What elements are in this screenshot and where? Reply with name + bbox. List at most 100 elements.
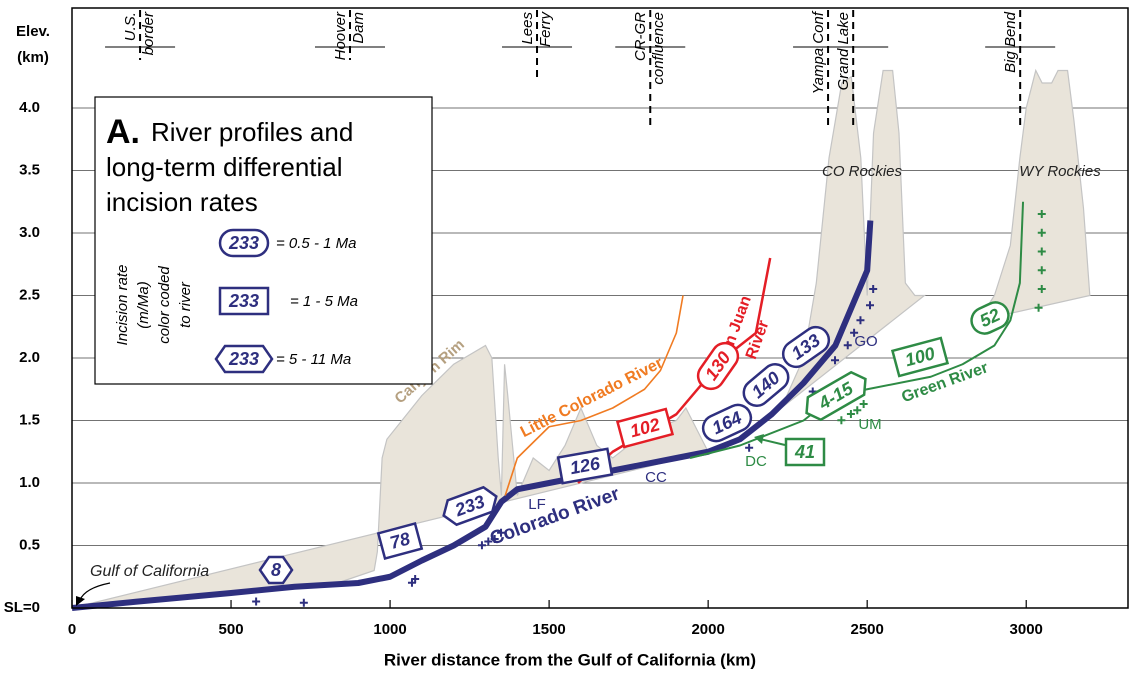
sample-cross bbox=[299, 598, 308, 607]
y-tick-label: 2.5 bbox=[19, 286, 40, 303]
sample-cross bbox=[831, 356, 840, 365]
sample-cross bbox=[484, 537, 493, 546]
rate-label: 100 bbox=[890, 336, 950, 378]
rate-badge bbox=[376, 521, 424, 561]
landmark-label: Dam bbox=[350, 12, 367, 44]
legend-side-text: (m/Ma) bbox=[135, 281, 152, 329]
rate-badge bbox=[781, 325, 831, 369]
y-tick-label: 1.5 bbox=[19, 411, 40, 428]
rate-arrow bbox=[759, 438, 786, 446]
legend-badge-text: 233 bbox=[228, 233, 259, 253]
river-profile bbox=[504, 295, 684, 496]
landmark-label: Lees bbox=[519, 12, 536, 45]
sample-cross bbox=[1037, 210, 1046, 218]
point-label: UM bbox=[858, 416, 881, 433]
x-tick-label: 2000 bbox=[691, 621, 724, 638]
x-tick-label: 1000 bbox=[373, 621, 406, 638]
legend-side-text: Incision rate bbox=[114, 265, 131, 346]
rate-badge bbox=[701, 403, 753, 443]
legend-badge-text: 233 bbox=[228, 349, 259, 369]
sample-cross bbox=[1037, 247, 1046, 256]
legend-item-label: = 5 - 11 Ma bbox=[276, 351, 351, 368]
rate-badge bbox=[615, 407, 675, 449]
y-tick-label: 1.0 bbox=[19, 474, 40, 491]
gulf-arrowhead bbox=[76, 596, 85, 606]
sample-cross bbox=[869, 285, 878, 293]
x-tick-label: 1500 bbox=[532, 621, 565, 638]
rate-badge bbox=[258, 555, 294, 585]
rate-label: 41 bbox=[784, 437, 826, 467]
rate-label: 126 bbox=[556, 447, 614, 485]
rate-label: 102 bbox=[615, 407, 675, 449]
rate-badge bbox=[742, 363, 790, 407]
sample-cross bbox=[411, 575, 420, 583]
y-tick-label: 3.0 bbox=[19, 224, 40, 241]
landmark-label: Hoover bbox=[332, 11, 349, 60]
rate-label: 52 bbox=[970, 301, 1010, 335]
x-tick-label: 2500 bbox=[850, 621, 883, 638]
topography-area bbox=[780, 69, 927, 409]
rate-badge bbox=[970, 301, 1010, 335]
landmark-label: CR-GR bbox=[632, 12, 649, 61]
river-profile bbox=[689, 201, 1025, 459]
sample-cross bbox=[850, 328, 859, 337]
x-axis-label: River distance from the Gulf of Californ… bbox=[384, 650, 756, 669]
rate-label: 233 bbox=[442, 485, 498, 527]
sample-cross bbox=[1037, 228, 1046, 237]
sample-cross bbox=[866, 301, 874, 310]
y-tick-label: 2.0 bbox=[19, 349, 40, 366]
legend-panel-letter: A. bbox=[106, 113, 140, 151]
sample-cross bbox=[490, 535, 499, 543]
landmark-label: Ferry bbox=[537, 11, 554, 47]
legend-side-text: to river bbox=[177, 281, 194, 328]
sample-cross bbox=[1037, 266, 1046, 275]
river-profile bbox=[71, 220, 874, 611]
legend-title: River profiles and bbox=[151, 117, 353, 147]
landmark-label: confluence bbox=[650, 12, 667, 85]
rate-badge bbox=[805, 370, 867, 422]
sample-cross bbox=[497, 528, 506, 537]
y-tick-label: SL=0 bbox=[4, 599, 40, 616]
rate-badge bbox=[218, 228, 270, 258]
sample-cross bbox=[843, 341, 852, 350]
rate-badge bbox=[442, 485, 498, 527]
rate-badge bbox=[784, 437, 826, 467]
rate-label: 78 bbox=[376, 521, 424, 561]
sample-cross bbox=[846, 410, 855, 418]
sample-cross bbox=[1037, 285, 1046, 293]
sample-cross bbox=[859, 400, 868, 408]
landmark-label: Big Bend bbox=[1002, 11, 1019, 73]
rate-badge bbox=[556, 447, 614, 485]
y-tick-label: 4.0 bbox=[19, 99, 40, 116]
rate-text: 41 bbox=[794, 442, 815, 462]
y-tick-label: 0.5 bbox=[19, 536, 40, 553]
topography-area bbox=[977, 68, 1091, 322]
landmark-label: Yampa Conf bbox=[810, 10, 827, 94]
legend-title: incision rates bbox=[106, 187, 258, 217]
topography-label: WY Rockies bbox=[1019, 163, 1101, 180]
y-tick-label: 3.5 bbox=[19, 161, 40, 178]
rate-badge bbox=[214, 344, 274, 374]
sample-cross bbox=[853, 406, 862, 415]
point-label: Gulf of California bbox=[90, 563, 209, 580]
sample-cross bbox=[837, 416, 846, 425]
topography-label: CO Rockies bbox=[822, 163, 903, 180]
rate-badge bbox=[696, 341, 740, 391]
landmark-label: Grand Lake bbox=[835, 12, 852, 90]
rate-arrowhead bbox=[754, 434, 764, 444]
x-tick-label: 500 bbox=[219, 621, 244, 638]
point-label: GO bbox=[854, 333, 877, 350]
rate-label: 8 bbox=[258, 555, 294, 585]
sample-cross bbox=[1034, 303, 1043, 312]
point-label: DC bbox=[745, 453, 767, 470]
landmark-label: border bbox=[140, 11, 157, 55]
sample-cross bbox=[856, 316, 865, 325]
sample-cross bbox=[745, 443, 754, 452]
legend-badge-text: 233 bbox=[228, 291, 259, 311]
point-label: CC bbox=[645, 469, 667, 486]
legend-side-text: color coded bbox=[156, 266, 173, 344]
plot-frame bbox=[71, 7, 1129, 609]
legend-title: long-term differential bbox=[106, 152, 343, 182]
rate-text: 8 bbox=[271, 560, 281, 580]
